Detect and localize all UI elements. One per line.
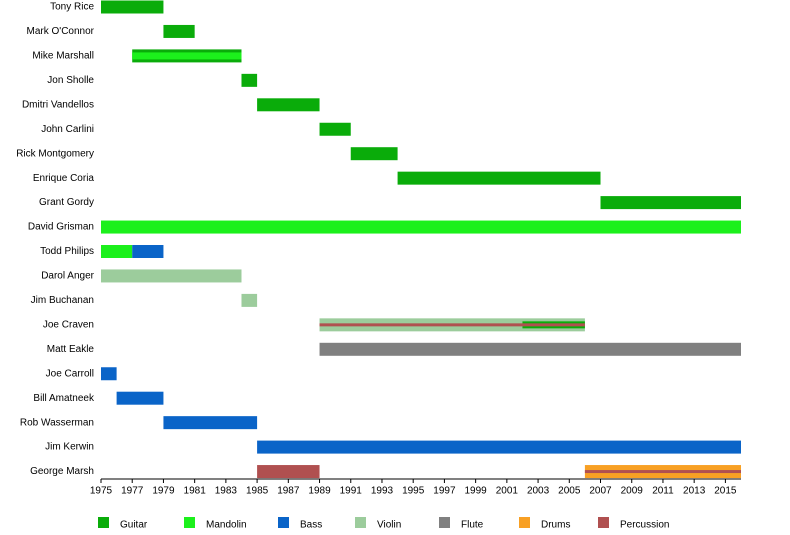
legend-label: Guitar [120, 520, 148, 531]
x-tick-label: 2011 [652, 486, 674, 497]
segment [319, 342, 741, 356]
member-label: Rob Wasserman [20, 417, 94, 428]
x-tick-label: 2015 [714, 486, 737, 497]
segment [116, 391, 164, 405]
segment [241, 73, 258, 87]
member-label: Mike Marshall [32, 51, 94, 62]
member-label: Bill Amatneek [33, 393, 95, 404]
legend-swatch [598, 517, 609, 528]
x-tick-label: 2001 [496, 486, 519, 497]
legend-label: Bass [300, 520, 322, 531]
segment [163, 24, 195, 38]
x-tick-label: 1989 [308, 486, 331, 497]
segment [101, 220, 741, 234]
member-label: Jim Buchanan [31, 295, 94, 306]
x-tick-label: 1997 [433, 486, 456, 497]
x-tick-label: 1981 [184, 486, 207, 497]
x-tick-label: 1983 [215, 486, 238, 497]
segment [101, 269, 242, 283]
legend-swatch [184, 517, 195, 528]
member-label: Grant Gordy [39, 197, 94, 208]
member-label: John Carlini [41, 124, 94, 135]
member-label: George Marsh [30, 466, 94, 477]
x-tick-label: 2009 [621, 486, 644, 497]
x-tick-label: 2013 [683, 486, 706, 497]
member-label: Jon Sholle [47, 75, 94, 86]
member-label: David Grisman [28, 222, 94, 233]
segment [241, 293, 258, 307]
legend-swatch [439, 517, 450, 528]
segment [257, 98, 320, 112]
x-tick-label: 1979 [152, 486, 175, 497]
legend-swatch [98, 517, 109, 528]
legend-label: Violin [377, 520, 401, 531]
segment [163, 416, 258, 430]
segment [132, 245, 164, 258]
legend-label: Percussion [620, 520, 669, 531]
member-label: Tony Rice [50, 2, 94, 13]
x-tick-label: 2003 [527, 486, 550, 497]
x-tick-label: 1987 [277, 486, 300, 497]
segment [101, 367, 117, 381]
segment [319, 122, 351, 136]
member-label: Dmitri Vandellos [22, 99, 94, 110]
legend-swatch [519, 517, 530, 528]
segment [397, 171, 601, 185]
member-label: Joe Craven [43, 319, 94, 330]
member-label: Matt Eakle [47, 344, 95, 355]
legend-swatch [355, 517, 366, 528]
segment [257, 440, 741, 454]
segment [584, 470, 741, 474]
x-tick-label: 1991 [340, 486, 363, 497]
x-tick-label: 1975 [90, 486, 113, 497]
x-tick-label: 1995 [402, 486, 425, 497]
x-tick-label: 1985 [246, 486, 269, 497]
member-label: Mark O'Connor [27, 26, 95, 37]
member-label: Enrique Coria [33, 173, 95, 184]
segment [257, 465, 320, 479]
segment [319, 323, 585, 327]
segment [101, 245, 133, 258]
legend-swatch [278, 517, 289, 528]
member-label: Joe Carroll [46, 368, 94, 379]
member-label: Todd Philips [40, 246, 94, 257]
x-tick-label: 1977 [121, 486, 144, 497]
x-tick-label: 2007 [589, 486, 612, 497]
x-tick-label: 1993 [371, 486, 394, 497]
x-tick-label: 2005 [558, 486, 581, 497]
segment [132, 52, 242, 60]
member-label: Jim Kerwin [45, 442, 94, 453]
legend-label: Drums [541, 520, 570, 531]
segment [350, 147, 398, 161]
x-tick-label: 1999 [465, 486, 488, 497]
legend-label: Flute [461, 520, 484, 531]
legend-label: Mandolin [206, 520, 247, 531]
segment [600, 196, 741, 210]
segment [101, 0, 164, 14]
member-label: Darol Anger [41, 271, 94, 282]
member-label: Rick Montgomery [16, 148, 94, 159]
